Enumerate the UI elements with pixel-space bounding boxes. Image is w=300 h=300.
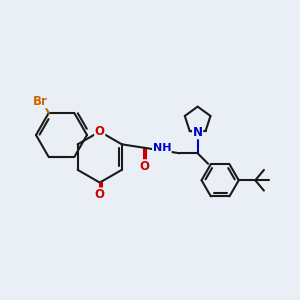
Text: O: O (139, 160, 149, 173)
Text: O: O (95, 188, 105, 201)
Text: O: O (95, 125, 105, 138)
Text: N: N (193, 126, 202, 139)
Text: NH: NH (153, 143, 171, 153)
Text: Br: Br (33, 95, 48, 108)
